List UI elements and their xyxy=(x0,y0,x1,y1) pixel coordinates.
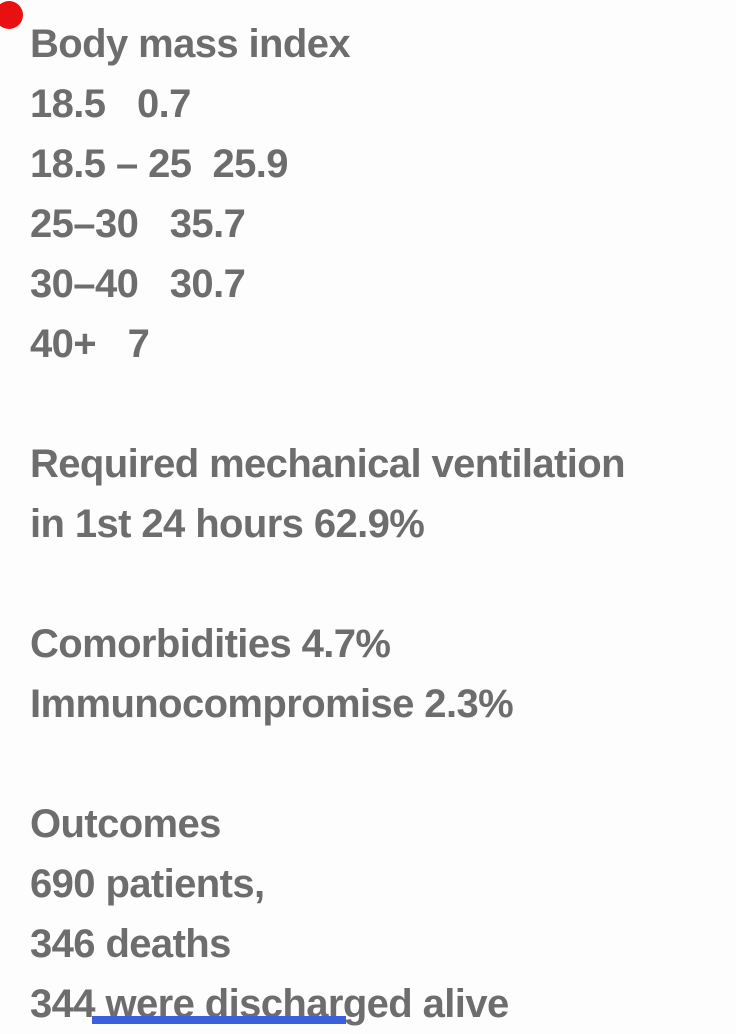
bmi-row: 40+ 7 xyxy=(30,322,150,366)
bmi-row: 25–30 35.7 xyxy=(30,202,246,246)
ventilation-line: Required mechanical ventilation xyxy=(30,442,626,486)
section-body-mass-index: Body mass index 18.5 0.7 18.5 – 25 25.9 … xyxy=(30,14,736,374)
bmi-row: 18.5 0.7 xyxy=(30,82,191,126)
section-outcomes: Outcomes 690 patients, 346 deaths 344 we… xyxy=(30,794,736,1034)
section-mechanical-ventilation: Required mechanical ventilation in 1st 2… xyxy=(30,434,736,554)
section-comorbidities: Comorbidities 4.7% Immunocompromise 2.3% xyxy=(30,614,736,734)
immunocompromise-line: Immunocompromise 2.3% xyxy=(30,682,514,726)
outcomes-line: 344 were discharged alive xyxy=(30,982,509,1026)
section-heading: Outcomes xyxy=(30,802,221,846)
red-dot-icon xyxy=(0,1,23,29)
comorbidities-line: Comorbidities 4.7% xyxy=(30,622,391,666)
bmi-row: 18.5 – 25 25.9 xyxy=(30,142,289,186)
section-heading: Body mass index xyxy=(30,22,351,66)
bmi-row: 30–40 30.7 xyxy=(30,262,246,306)
outcomes-line: 346 deaths xyxy=(30,922,231,966)
outcomes-line: 690 patients, xyxy=(30,862,265,906)
text-content: Body mass index 18.5 0.7 18.5 – 25 25.9 … xyxy=(30,14,736,1034)
ventilation-line: in 1st 24 hours 62.9% xyxy=(30,502,425,546)
blue-bar-marker xyxy=(92,1016,346,1024)
